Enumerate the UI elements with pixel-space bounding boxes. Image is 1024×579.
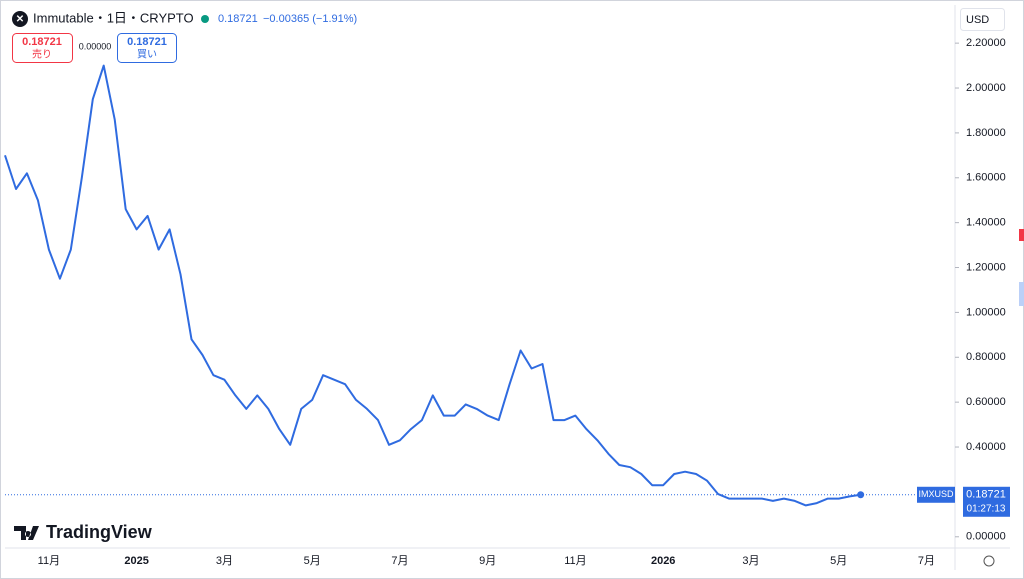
x-tick-label: 9月 [479, 555, 496, 567]
last-price: 0.18721 [218, 13, 258, 25]
logo-icon [14, 526, 39, 540]
buy-label: 買い [137, 49, 157, 61]
y-tick-label: 1.00000 [966, 306, 1006, 318]
edge-marker [1019, 282, 1024, 306]
x-tick-label: 3月 [216, 555, 233, 567]
currency: USD [966, 14, 989, 26]
x-tick-label: 7月 [918, 555, 935, 567]
symbol-tag [917, 486, 955, 503]
edge-marker [1019, 229, 1024, 241]
symbol-tag-label: IMXUSD [918, 489, 954, 499]
currency-button[interactable] [960, 8, 1005, 31]
status-dot [201, 15, 209, 23]
y-tick-label: 0.40000 [966, 441, 1006, 453]
spread: 0.00000 [79, 41, 112, 51]
y-tick-label: 2.20000 [966, 37, 1006, 49]
price-change: −0.00365 (−1.91%) [263, 13, 357, 25]
countdown: 01:27:13 [967, 503, 1006, 514]
y-tick-label: 0.00000 [966, 531, 1006, 543]
x-tick-label: 2026 [651, 555, 675, 567]
y-tick-label: 2.00000 [966, 82, 1006, 94]
buy-price: 0.18721 [127, 36, 167, 48]
buy-button[interactable] [117, 33, 177, 63]
y-tick-label: 1.40000 [966, 217, 1006, 229]
price-line [4, 64, 861, 507]
price-tag-label: 0.18721 [966, 489, 1006, 501]
x-tick-label: 11月 [38, 555, 60, 567]
price-tag [963, 486, 1010, 517]
x-tick-label: 2025 [124, 555, 148, 567]
y-tick-label: 0.60000 [966, 396, 1006, 408]
x-tick-label: 5月 [830, 555, 847, 567]
settings-icon[interactable] [983, 555, 995, 567]
chart-title: Immutable・1日・CRYPTO [33, 10, 194, 25]
x-tick-label: 7月 [391, 555, 408, 567]
y-tick-label: 0.80000 [966, 351, 1006, 363]
logo: TradingView [46, 522, 153, 542]
y-tick-label: 1.80000 [966, 127, 1006, 139]
sell-label: 売り [32, 48, 52, 61]
x-tick-label: 11月 [564, 555, 586, 567]
sell-button[interactable] [12, 33, 73, 63]
x-tick-label: 3月 [742, 555, 759, 567]
sell-price: 0.18721 [22, 36, 62, 48]
y-tick-label: 1.20000 [966, 261, 1006, 273]
x-tick-label: 5月 [304, 555, 321, 567]
last-point [857, 491, 865, 499]
y-tick-label: 1.60000 [966, 172, 1006, 184]
symbol-icon [12, 11, 28, 27]
symbol-icon-glyph: ✕ [16, 14, 24, 25]
